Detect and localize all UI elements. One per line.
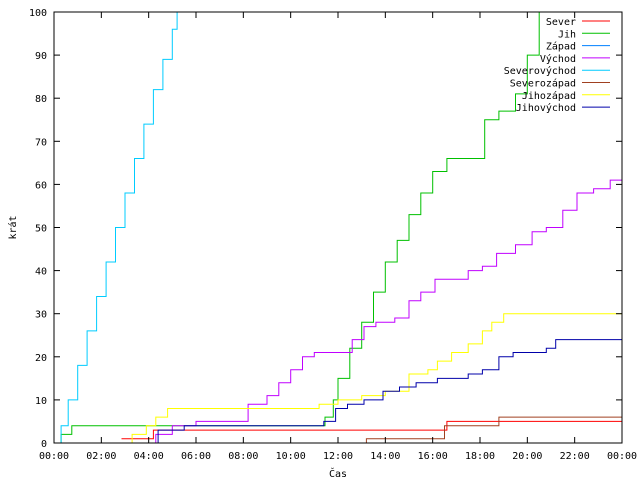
legend-label: Jih (558, 29, 576, 40)
x-tick-label: 22:00 (560, 451, 590, 462)
y-tick-label: 20 (35, 353, 47, 364)
legend-label: Západ (546, 41, 576, 53)
axes-layer: 0 10 20 30 40 50 60 70 80 90 100 00:00 02:00 04:00 06:… (29, 8, 637, 462)
y-axis-label: krát (7, 215, 19, 239)
legend-label: Severovýchod (504, 65, 576, 77)
x-tick-label: 00:00 (607, 451, 637, 462)
x-tick-label: 20:00 (512, 451, 542, 462)
x-tick-label: 12:00 (323, 451, 353, 462)
y-tick-label: 90 (35, 51, 47, 62)
x-tick-label: 06:00 (181, 451, 211, 462)
x-tick-label: 10:00 (276, 451, 306, 462)
y-tick-label: 50 (35, 224, 47, 235)
y-tick-label: 80 (35, 94, 47, 105)
x-tick-label: 02:00 (86, 451, 116, 462)
y-tick-label: 0 (41, 439, 47, 450)
legend: SeverJihZápadVýchodSeverovýchodSeverozáp… (504, 17, 610, 114)
legend-label: Jihozápad (522, 90, 576, 102)
y-tick-label: 10 (35, 396, 47, 407)
legend-label: Severozápad (510, 78, 576, 90)
y-tick-label: 40 (35, 267, 47, 278)
legend-label: Sever (546, 17, 576, 28)
y-tick-label: 100 (29, 8, 47, 19)
y-tick-label: 70 (35, 137, 47, 148)
x-tick-label: 14:00 (370, 451, 400, 462)
legend-label: Východ (540, 53, 576, 65)
series-line-5 (356, 416, 622, 444)
x-tick-label: 04:00 (134, 451, 164, 462)
x-tick-label: 16:00 (418, 451, 448, 462)
x-axis-label: Čas (329, 467, 347, 480)
x-tick-label: 00:00 (39, 451, 69, 462)
y-tick-label: 30 (35, 310, 47, 321)
x-tick-label: 18:00 (465, 451, 495, 462)
series-line-1 (54, 12, 540, 444)
series-line-0 (121, 420, 622, 440)
y-tick-label: 60 (35, 180, 47, 191)
series-line-7 (134, 339, 622, 444)
series-line-4 (54, 12, 178, 444)
series-line-3 (141, 162, 623, 444)
x-tick-label: 08:00 (228, 451, 258, 462)
legend-label: Jihovýchod (516, 102, 576, 114)
